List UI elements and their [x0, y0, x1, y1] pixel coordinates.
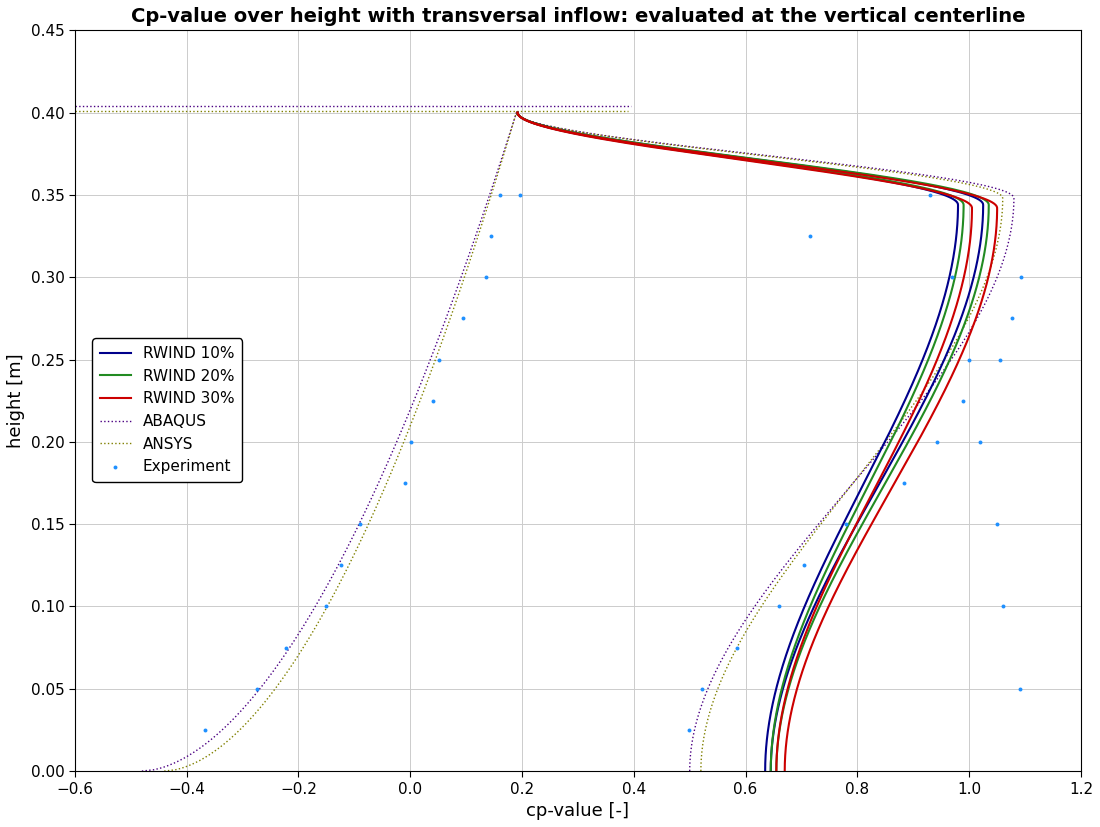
- Y-axis label: height [m]: height [m]: [7, 353, 25, 448]
- RWIND 10%: [510, 108, 524, 117]
- Experiment: [728, 641, 746, 654]
- RWIND 20%: [510, 108, 524, 117]
- Experiment: [693, 682, 711, 696]
- ABAQUS: [903, 410, 916, 420]
- Point: [483, 229, 500, 242]
- Point: [425, 394, 442, 407]
- ABAQUS: [683, 766, 696, 776]
- Line: ABAQUS: ABAQUS: [516, 112, 1014, 771]
- Point: [332, 559, 350, 572]
- Experiment: [681, 724, 698, 737]
- ABAQUS: [871, 449, 884, 459]
- RWIND 10%: [928, 374, 942, 384]
- RWIND 10%: [911, 410, 924, 420]
- Point: [430, 353, 448, 366]
- RWIND 10%: [889, 449, 902, 459]
- ANSYS: [553, 123, 566, 133]
- ANSYS: [900, 410, 913, 420]
- Point: [317, 600, 334, 613]
- Experiment: [795, 559, 813, 572]
- RWIND 10%: [887, 453, 900, 463]
- ANSYS: [993, 227, 1007, 237]
- Point: [960, 353, 978, 366]
- Point: [277, 641, 295, 654]
- RWIND 20%: [548, 123, 561, 133]
- RWIND 30%: [944, 374, 957, 384]
- Point: [454, 312, 472, 325]
- Point: [197, 724, 215, 737]
- Point: [971, 435, 989, 448]
- RWIND 30%: [546, 123, 559, 133]
- Point: [397, 476, 415, 490]
- RWIND 20%: [894, 449, 908, 459]
- ABAQUS: [509, 108, 522, 117]
- ABAQUS: [868, 453, 881, 463]
- RWIND 10%: [548, 123, 561, 133]
- RWIND 30%: [778, 766, 791, 776]
- RWIND 30%: [990, 227, 1003, 237]
- RWIND 30%: [902, 453, 915, 463]
- RWIND 10%: [764, 766, 778, 776]
- Line: RWIND 30%: RWIND 30%: [517, 112, 997, 771]
- Point: [922, 189, 939, 202]
- Title: Cp-value over height with transversal inflow: evaluated at the vertical centerli: Cp-value over height with transversal in…: [131, 7, 1025, 26]
- Point: [510, 189, 528, 202]
- RWIND 30%: [510, 108, 524, 117]
- Point: [248, 682, 265, 696]
- Legend: RWIND 10%, RWIND 20%, RWIND 30%, ABAQUS, ANSYS, Experiment: RWIND 10%, RWIND 20%, RWIND 30%, ABAQUS,…: [92, 338, 242, 482]
- Experiment: [1003, 312, 1021, 325]
- RWIND 30%: [926, 410, 939, 420]
- Line: ANSYS: ANSYS: [516, 112, 1003, 771]
- Point: [944, 270, 961, 284]
- ANSYS: [866, 453, 879, 463]
- RWIND 20%: [916, 410, 930, 420]
- X-axis label: cp-value [-]: cp-value [-]: [527, 802, 629, 820]
- Experiment: [1012, 270, 1030, 284]
- Experiment: [954, 394, 971, 407]
- Experiment: [837, 518, 855, 531]
- Line: RWIND 10%: RWIND 10%: [517, 112, 983, 771]
- RWIND 20%: [981, 227, 994, 237]
- RWIND 10%: [976, 227, 989, 237]
- Experiment: [802, 229, 820, 242]
- Experiment: [492, 189, 509, 202]
- Experiment: [770, 600, 788, 613]
- Experiment: [991, 353, 1009, 366]
- Point: [477, 270, 495, 284]
- ABAQUS: [1004, 227, 1018, 237]
- ABAQUS: [931, 374, 944, 384]
- Point: [994, 600, 1012, 613]
- RWIND 20%: [770, 766, 783, 776]
- ANSYS: [869, 449, 882, 459]
- RWIND 20%: [934, 374, 947, 384]
- Point: [403, 435, 420, 448]
- ANSYS: [925, 374, 938, 384]
- Experiment: [928, 435, 946, 448]
- Point: [1011, 682, 1028, 696]
- Point: [988, 518, 1005, 531]
- RWIND 20%: [892, 453, 905, 463]
- ANSYS: [694, 766, 707, 776]
- RWIND 30%: [904, 449, 917, 459]
- ABAQUS: [554, 123, 568, 133]
- Line: RWIND 20%: RWIND 20%: [517, 112, 989, 771]
- ANSYS: [509, 108, 522, 117]
- Experiment: [894, 476, 912, 490]
- Point: [351, 518, 369, 531]
